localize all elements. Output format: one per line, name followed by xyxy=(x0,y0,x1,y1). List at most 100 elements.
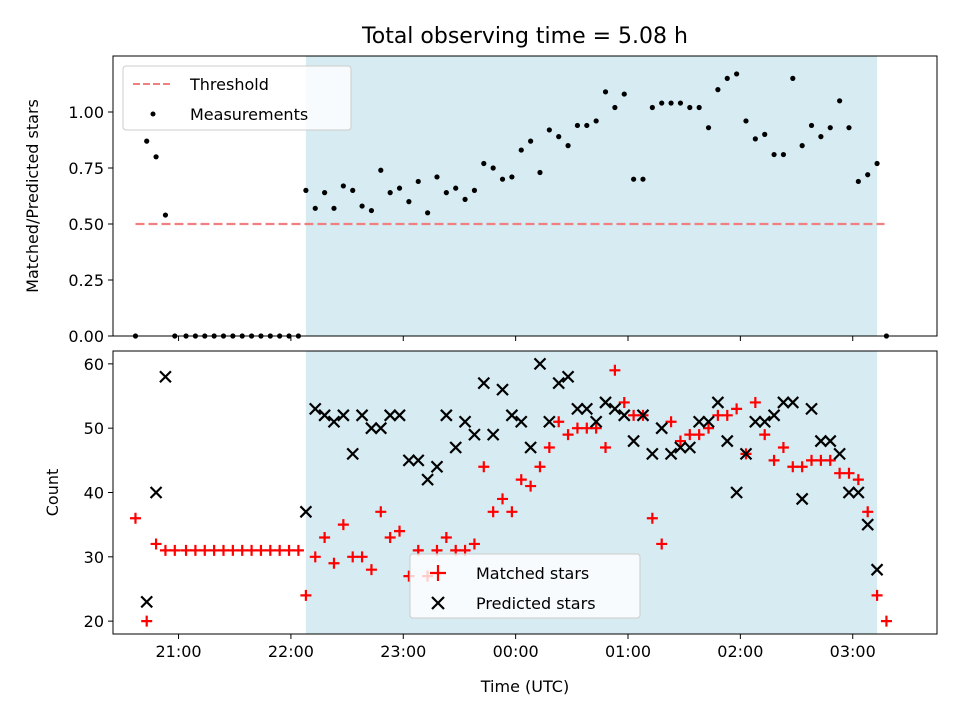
matched-point xyxy=(180,544,192,556)
matched-point xyxy=(731,403,743,415)
matched-point xyxy=(806,454,818,466)
matched-point xyxy=(880,615,892,627)
measurement-point xyxy=(471,187,478,193)
y-tick-label: 0.00 xyxy=(68,327,104,346)
x-tick-label: 21:00 xyxy=(155,642,201,661)
matched-point xyxy=(562,429,574,441)
matched-point xyxy=(862,506,874,518)
measurement-point xyxy=(359,203,365,209)
measurement-point xyxy=(715,87,721,93)
legend-threshold-label: Threshold xyxy=(189,75,269,94)
matched-point xyxy=(768,454,780,466)
matched-point xyxy=(292,544,304,556)
predicted-point xyxy=(617,409,631,422)
measurement-point xyxy=(565,143,571,149)
count-marks xyxy=(129,357,892,627)
matched-point xyxy=(553,416,565,428)
measurement-point xyxy=(144,138,150,144)
predicted-point xyxy=(795,492,809,506)
measurement-point xyxy=(425,210,431,216)
measurement-point xyxy=(743,118,749,124)
matched-point xyxy=(843,467,855,479)
measurement-point xyxy=(546,127,552,133)
matched-point xyxy=(356,551,368,563)
measurement-point xyxy=(499,176,506,182)
measurement-point xyxy=(434,174,440,180)
predicted-point xyxy=(496,383,509,396)
matched-point xyxy=(375,506,387,518)
measurement-point xyxy=(490,165,496,171)
predicted-point xyxy=(486,428,500,441)
measurement-point xyxy=(846,125,852,131)
legend-matched-label: Matched stars xyxy=(476,564,589,583)
matched-point xyxy=(478,461,490,473)
measurement-point xyxy=(396,185,403,191)
matched-point xyxy=(871,589,883,601)
matched-point xyxy=(777,441,789,453)
measurement-point xyxy=(406,199,412,205)
matched-point xyxy=(309,551,321,563)
predicted-point xyxy=(327,415,341,429)
predicted-point xyxy=(599,396,612,409)
matched-point xyxy=(787,461,799,473)
y-tick-label: 60 xyxy=(84,355,104,374)
ratio-y-axis-label: Matched/Predicted stars xyxy=(23,99,42,293)
matched-point xyxy=(703,422,715,434)
observing-span-top xyxy=(305,56,878,336)
matched-point xyxy=(384,532,396,544)
x-tick-label: 22:00 xyxy=(268,642,314,661)
predicted-point xyxy=(749,415,762,429)
predicted-point xyxy=(318,409,331,422)
predicted-point xyxy=(571,402,584,416)
ratio-legend: Threshold Measurements xyxy=(122,65,352,131)
matched-point xyxy=(656,538,668,550)
matched-point xyxy=(487,506,499,518)
measurement-point xyxy=(865,172,871,178)
matched-point xyxy=(534,461,546,473)
legend-predicted-swatch xyxy=(431,596,445,610)
predicted-point xyxy=(374,421,388,435)
matched-point xyxy=(199,544,211,556)
measurement-point xyxy=(453,185,459,191)
matched-point xyxy=(581,422,593,434)
ratio-ticks: 0.00 0.25 0.50 0.75 1.00 xyxy=(68,103,854,346)
measurement-point xyxy=(528,138,534,144)
predicted-point xyxy=(140,595,153,609)
matched-point xyxy=(169,544,181,556)
matched-point xyxy=(684,429,696,441)
y-tick-label: 0.25 xyxy=(68,271,104,290)
matched-point xyxy=(300,589,312,601)
measurement-point xyxy=(762,131,768,137)
matched-point xyxy=(227,544,239,556)
measurement-point xyxy=(593,118,599,124)
measurement-point xyxy=(780,151,787,158)
y-tick-label: 40 xyxy=(84,484,104,503)
measurement-point xyxy=(350,187,356,193)
predicted-point xyxy=(365,421,378,435)
ratio-legend-box xyxy=(122,65,352,131)
matched-point xyxy=(365,564,377,576)
matched-point xyxy=(759,429,771,441)
measurement-point xyxy=(481,160,487,167)
predicted-point xyxy=(149,486,163,499)
matched-point xyxy=(543,441,555,453)
measurement-point xyxy=(518,147,524,153)
matched-point xyxy=(468,538,480,550)
predicted-point xyxy=(636,409,650,422)
predicted-point xyxy=(524,441,537,454)
x-tick-label: 03:00 xyxy=(830,642,876,661)
predicted-point xyxy=(458,415,472,429)
count-y-axis-label: Count xyxy=(43,469,62,517)
measurement-point xyxy=(771,151,777,158)
predicted-point xyxy=(543,415,556,429)
measurement-point xyxy=(631,176,637,182)
predicted-point xyxy=(430,460,444,474)
predicted-point xyxy=(421,473,434,486)
predicted-point xyxy=(814,434,828,448)
measurement-point xyxy=(368,207,375,214)
ratio-axes-frame xyxy=(112,55,938,337)
measurement-point xyxy=(687,104,693,111)
matched-point xyxy=(150,538,162,550)
y-tick-label: 50 xyxy=(84,419,104,438)
predicted-point xyxy=(627,434,640,448)
